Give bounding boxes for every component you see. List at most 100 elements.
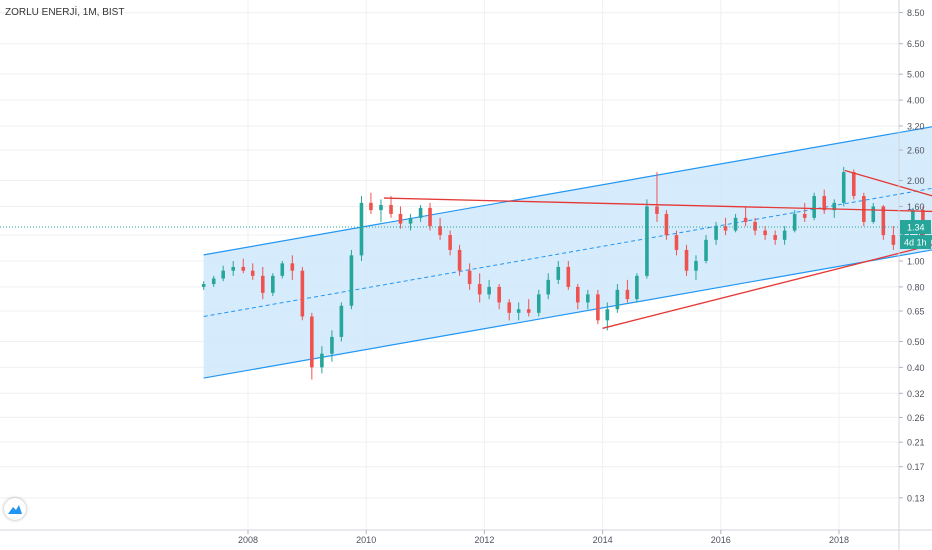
- candle-body: [241, 266, 246, 271]
- regression-channel: [203, 126, 932, 379]
- time-tick-label: 2010: [356, 535, 376, 545]
- candle-body: [448, 235, 452, 250]
- candle-body: [802, 213, 807, 218]
- candle-body: [250, 270, 255, 276]
- candle-body: [497, 286, 501, 303]
- candle-body: [546, 279, 551, 295]
- resistance-line: [383, 197, 932, 213]
- candle-body: [457, 249, 462, 271]
- candle-body: [477, 284, 482, 295]
- mountain-icon: [8, 505, 22, 514]
- channel-upper-line: [203, 126, 932, 256]
- channel-lower-line: [203, 249, 932, 379]
- price-tick-label: 4.00: [907, 96, 925, 106]
- candle-body: [221, 270, 225, 279]
- time-tick-label: 2014: [593, 535, 613, 545]
- candle-body: [704, 239, 708, 261]
- price-tick-label: 1.00: [907, 257, 925, 267]
- candle-body: [438, 226, 442, 236]
- candle-body: [841, 172, 846, 203]
- candle-body: [467, 270, 472, 285]
- price-tick-label: 5.00: [907, 70, 925, 80]
- candle-body: [586, 294, 590, 303]
- candle-body: [280, 263, 285, 276]
- candle-body: [891, 235, 896, 245]
- candle-body: [556, 266, 561, 280]
- candle-body: [645, 206, 649, 276]
- candle-body: [260, 275, 265, 293]
- candle-body: [881, 206, 886, 236]
- candle-body: [625, 289, 630, 300]
- channel-fill: [203, 126, 932, 379]
- candle-body: [379, 204, 383, 211]
- candle-body: [812, 196, 816, 218]
- candle-body: [596, 294, 600, 321]
- candle-body: [330, 336, 334, 354]
- candle-body: [605, 309, 610, 321]
- price-tick-label: 0.50: [907, 337, 925, 347]
- price-tick-label: 2.00: [907, 176, 925, 186]
- candle-body: [320, 353, 324, 368]
- candle-body: [507, 302, 512, 313]
- candle-body: [359, 202, 364, 256]
- price-tick-label: 0.13: [907, 493, 925, 503]
- countdown-badge: [900, 235, 931, 250]
- candle-body: [231, 266, 236, 271]
- candle-body: [408, 217, 413, 224]
- candle-body: [290, 263, 295, 271]
- candle-body: [871, 206, 876, 222]
- price-tick-label: 2.60: [907, 146, 925, 156]
- price-tick-label: 3.20: [907, 121, 925, 131]
- candle-body: [664, 213, 669, 236]
- candle-body: [851, 172, 856, 197]
- time-tick-label: 2012: [474, 535, 494, 545]
- price-tick-label: 6.50: [907, 39, 925, 49]
- price-tick-label: 8.50: [907, 8, 925, 18]
- candle-body: [339, 305, 344, 337]
- chart-title: ZORLU ENERJİ, 1M, BIST: [5, 7, 125, 18]
- candle-body: [349, 255, 354, 306]
- trendlines: [0, 169, 932, 329]
- candle-body: [792, 213, 797, 231]
- price-tick-label: 0.40: [907, 363, 925, 373]
- candle-body: [655, 206, 659, 214]
- countdown-label: 4d 1h: [904, 238, 927, 248]
- descending-line: [844, 169, 932, 197]
- candle-body: [723, 226, 728, 231]
- price-tick-label: 0.32: [907, 389, 925, 399]
- price-tick-label: 0.80: [907, 282, 925, 292]
- price-tick-label: 0.17: [907, 462, 925, 472]
- candle-body: [418, 207, 423, 218]
- candle-body: [763, 230, 767, 236]
- candle-body: [862, 196, 866, 222]
- candle-body: [694, 261, 698, 271]
- candle-body: [773, 235, 777, 240]
- candle-body: [684, 249, 689, 271]
- candle-body: [389, 204, 393, 214]
- price-tick-label: 1.60: [907, 202, 925, 212]
- candle-body: [615, 289, 620, 310]
- price-tick-label: 0.26: [907, 413, 925, 423]
- candle-body: [516, 309, 521, 313]
- time-tick-label: 2008: [238, 535, 258, 545]
- candle-body: [822, 196, 827, 211]
- candle-body: [271, 275, 275, 293]
- candle-body: [575, 286, 580, 303]
- candle-body: [526, 309, 531, 313]
- candle-body: [487, 286, 491, 295]
- support-line: [602, 244, 932, 329]
- tradingview-logo-icon[interactable]: [4, 498, 26, 520]
- price-tick-label: 0.21: [907, 438, 925, 448]
- candle-body: [635, 275, 639, 300]
- price-tick-label: 0.65: [907, 307, 925, 317]
- candles: [201, 166, 932, 380]
- candle-body: [428, 207, 432, 227]
- candle-body: [930, 235, 932, 240]
- candle-body: [832, 202, 837, 211]
- candle-body: [733, 217, 738, 231]
- candle-body: [201, 284, 206, 287]
- candle-body: [714, 226, 718, 240]
- candle-body: [743, 217, 748, 222]
